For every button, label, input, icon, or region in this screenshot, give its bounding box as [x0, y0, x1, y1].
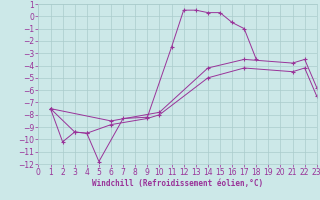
X-axis label: Windchill (Refroidissement éolien,°C): Windchill (Refroidissement éolien,°C): [92, 179, 263, 188]
